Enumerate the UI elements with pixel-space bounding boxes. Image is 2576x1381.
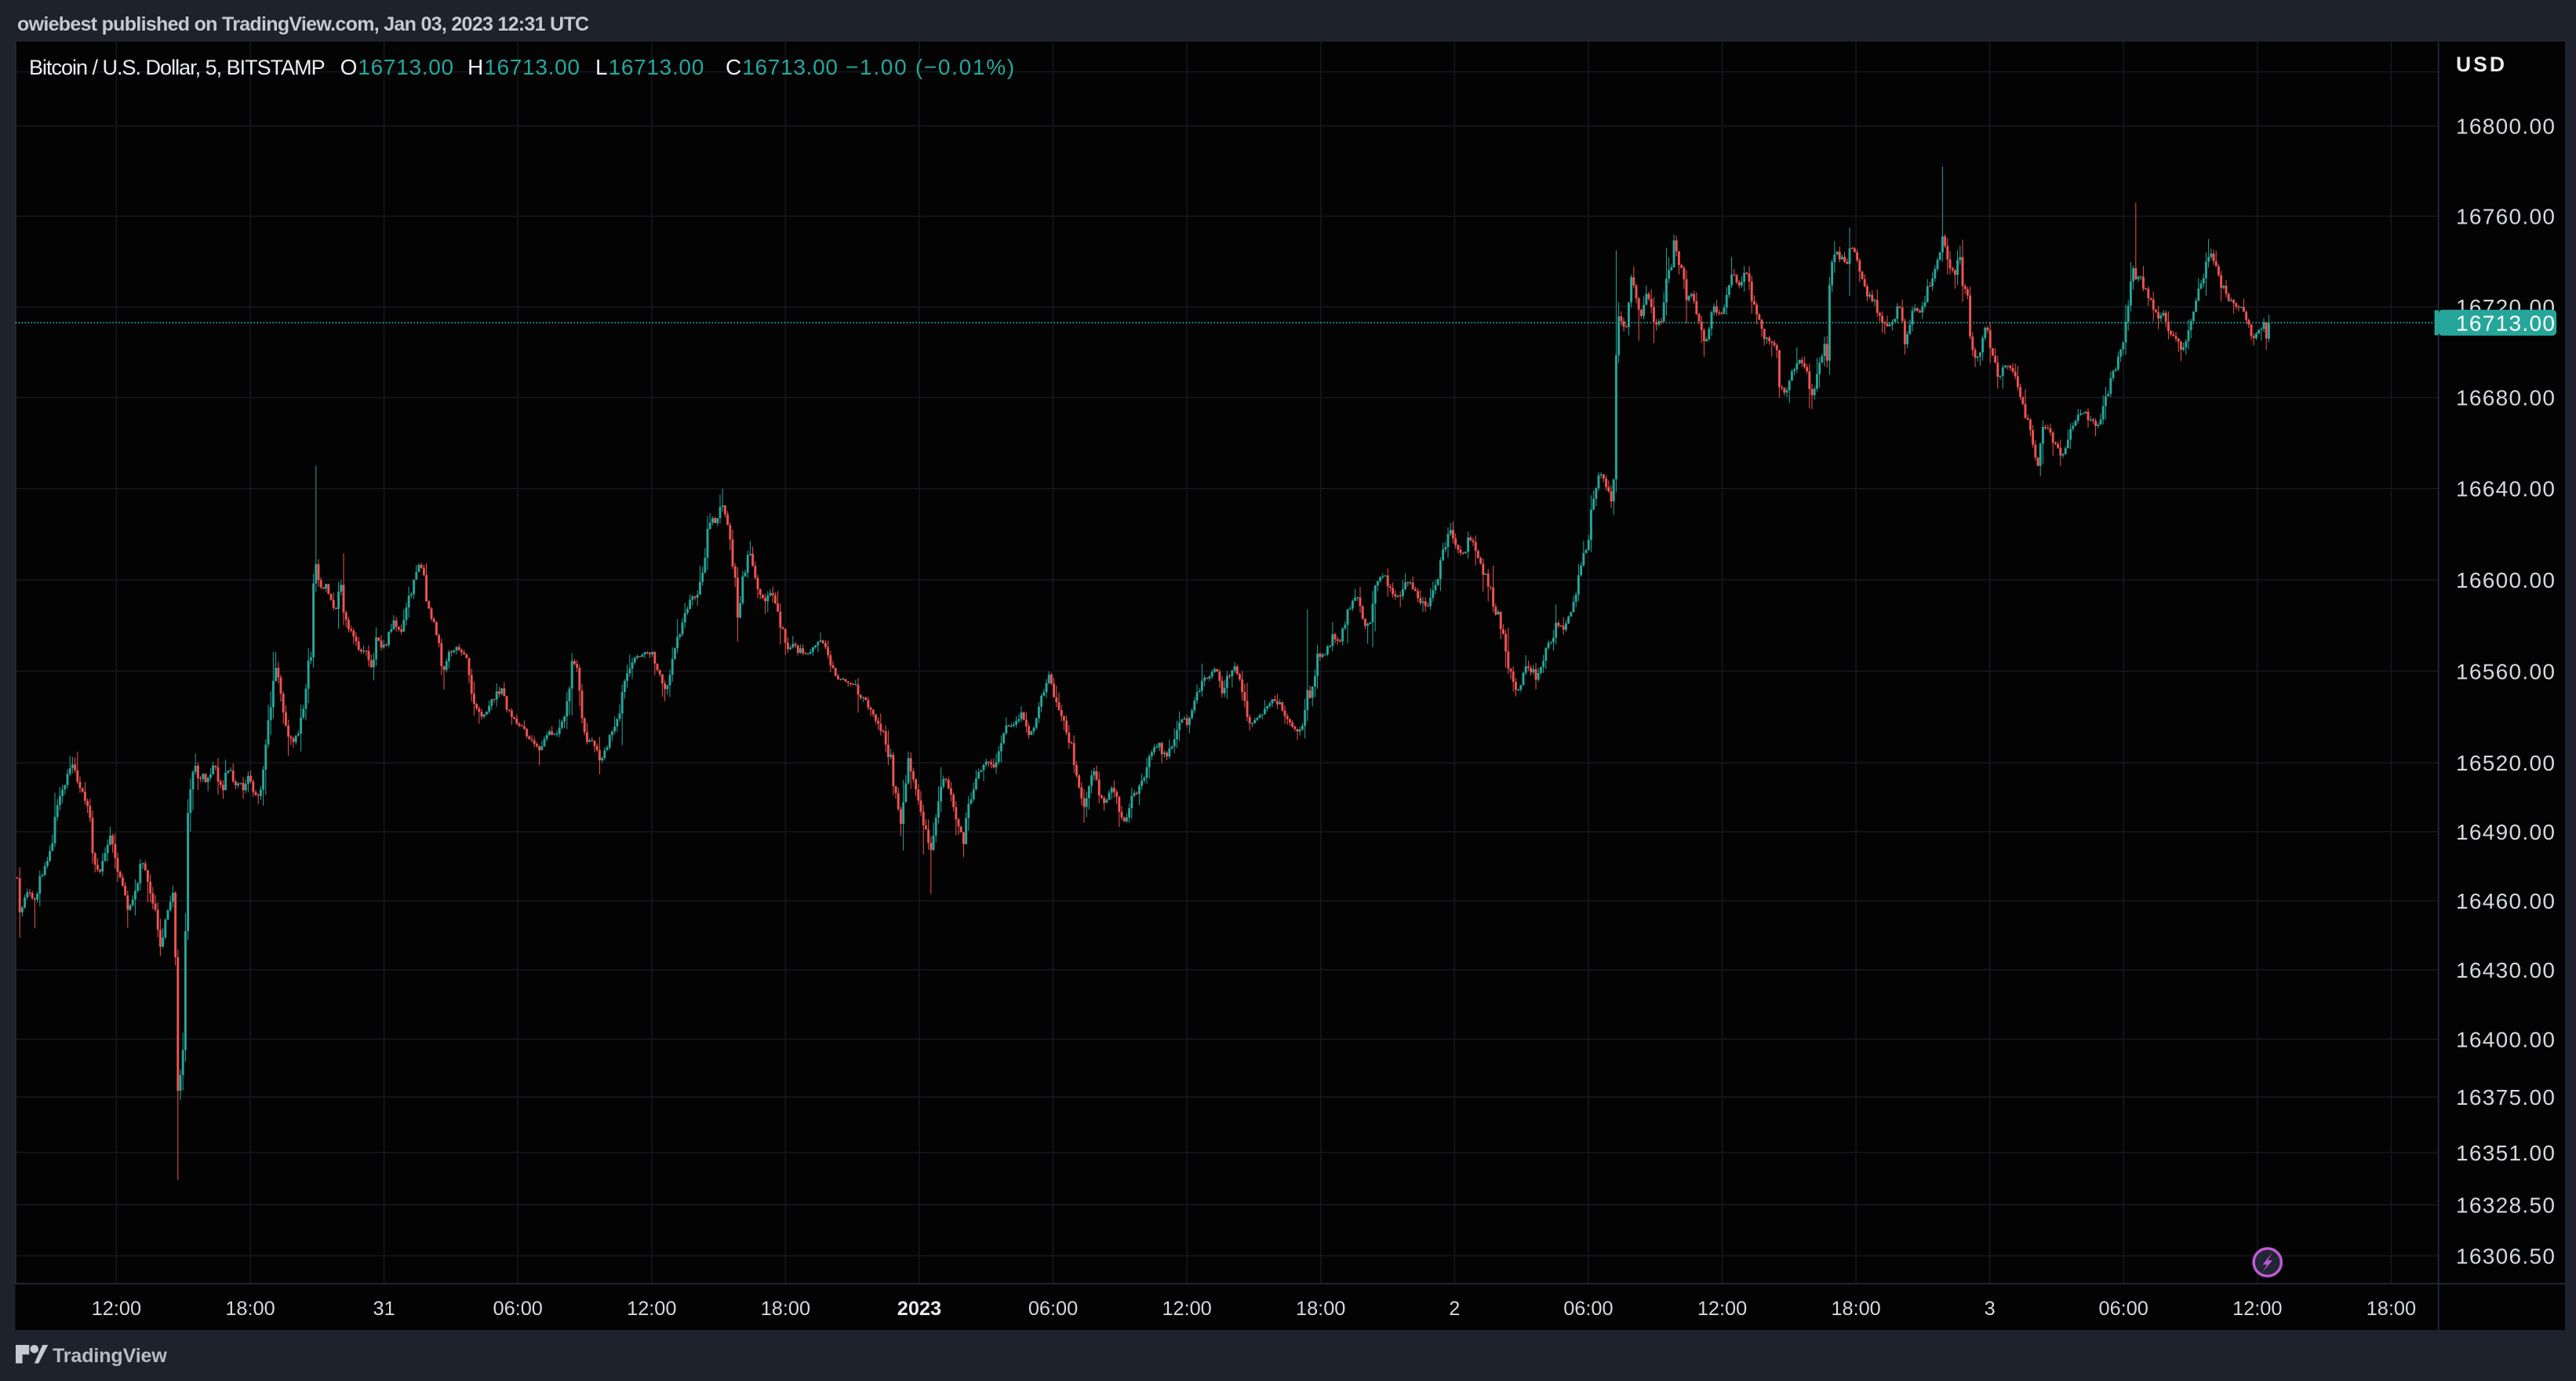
svg-text:16430.00: 16430.00 bbox=[2456, 958, 2556, 982]
svg-text:18:00: 18:00 bbox=[225, 1298, 275, 1320]
svg-text:TradingView: TradingView bbox=[53, 1345, 167, 1367]
svg-text:12:00: 12:00 bbox=[92, 1298, 141, 1320]
svg-text:16560.00: 16560.00 bbox=[2456, 659, 2556, 683]
svg-text:3: 3 bbox=[1985, 1298, 1996, 1320]
svg-text:O16713.00: O16713.00 bbox=[340, 55, 454, 79]
svg-text:L16713.00: L16713.00 bbox=[595, 55, 704, 79]
svg-text:12:00: 12:00 bbox=[627, 1298, 676, 1320]
svg-text:06:00: 06:00 bbox=[1563, 1298, 1613, 1320]
svg-text:owiebest published on TradingV: owiebest published on TradingView.com, J… bbox=[17, 13, 589, 35]
svg-text:2023: 2023 bbox=[897, 1298, 941, 1320]
svg-text:16351.00: 16351.00 bbox=[2456, 1141, 2556, 1165]
svg-text:16800.00: 16800.00 bbox=[2456, 115, 2556, 139]
svg-text:18:00: 18:00 bbox=[761, 1298, 810, 1320]
svg-text:16713.00: 16713.00 bbox=[2456, 311, 2556, 335]
svg-text:Bitcoin / U.S. Dollar, 5, BITS: Bitcoin / U.S. Dollar, 5, BITSTAMP bbox=[29, 56, 325, 79]
svg-text:16640.00: 16640.00 bbox=[2456, 477, 2556, 501]
svg-text:16520.00: 16520.00 bbox=[2456, 751, 2556, 775]
svg-text:2: 2 bbox=[1449, 1298, 1460, 1320]
svg-text:16460.00: 16460.00 bbox=[2456, 889, 2556, 913]
svg-text:12:00: 12:00 bbox=[1162, 1298, 1211, 1320]
svg-text:16400.00: 16400.00 bbox=[2456, 1027, 2556, 1051]
svg-text:H16713.00: H16713.00 bbox=[468, 55, 580, 79]
svg-text:18:00: 18:00 bbox=[1831, 1298, 1880, 1320]
svg-text:16328.50: 16328.50 bbox=[2456, 1193, 2556, 1217]
svg-text:C16713.00: C16713.00 bbox=[726, 55, 839, 79]
svg-text:16490.00: 16490.00 bbox=[2456, 820, 2556, 844]
svg-text:16306.50: 16306.50 bbox=[2456, 1244, 2556, 1268]
svg-text:31: 31 bbox=[373, 1298, 395, 1320]
svg-text:18:00: 18:00 bbox=[2367, 1298, 2416, 1320]
svg-text:−1.00 (−0.01%): −1.00 (−0.01%) bbox=[846, 55, 1016, 79]
svg-text:06:00: 06:00 bbox=[493, 1298, 543, 1320]
svg-text:06:00: 06:00 bbox=[1028, 1298, 1078, 1320]
svg-text:16760.00: 16760.00 bbox=[2456, 205, 2556, 229]
svg-text:12:00: 12:00 bbox=[2232, 1298, 2282, 1320]
svg-text:USD: USD bbox=[2456, 53, 2507, 76]
svg-text:12:00: 12:00 bbox=[1697, 1298, 1747, 1320]
svg-text:16375.00: 16375.00 bbox=[2456, 1085, 2556, 1110]
svg-text:06:00: 06:00 bbox=[2099, 1298, 2148, 1320]
svg-text:16680.00: 16680.00 bbox=[2456, 386, 2556, 410]
svg-text:18:00: 18:00 bbox=[1296, 1298, 1345, 1320]
svg-text:16600.00: 16600.00 bbox=[2456, 568, 2556, 592]
